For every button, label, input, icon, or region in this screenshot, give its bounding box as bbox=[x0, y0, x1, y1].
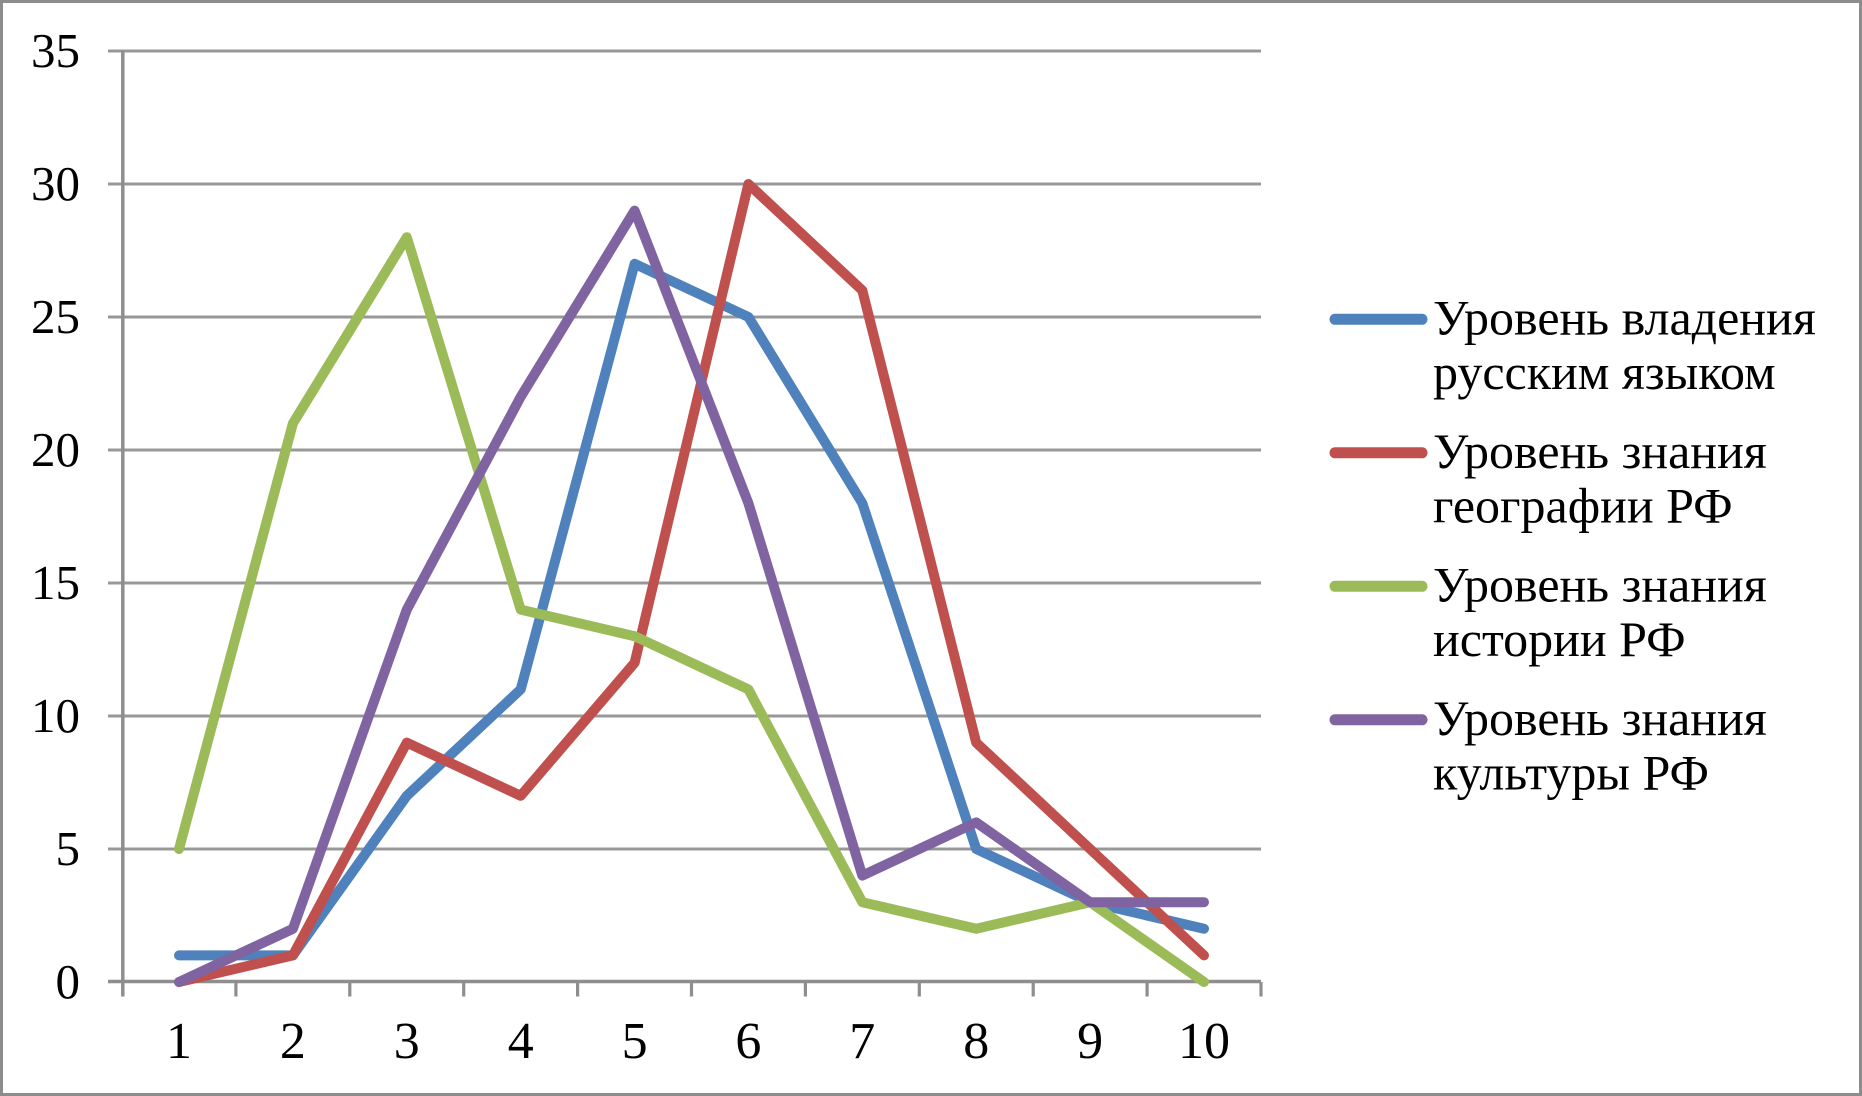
svg-text:5: 5 bbox=[56, 821, 81, 876]
svg-text:географии РФ: географии РФ bbox=[1433, 478, 1733, 534]
svg-text:Уровень знания: Уровень знания bbox=[1433, 557, 1767, 613]
svg-text:8: 8 bbox=[963, 1013, 989, 1070]
svg-text:30: 30 bbox=[31, 156, 80, 211]
svg-text:культуры РФ: культуры РФ bbox=[1433, 745, 1709, 801]
svg-text:9: 9 bbox=[1077, 1013, 1103, 1070]
svg-text:10: 10 bbox=[31, 688, 80, 743]
svg-text:5: 5 bbox=[622, 1013, 648, 1070]
svg-text:20: 20 bbox=[31, 422, 80, 477]
svg-text:4: 4 bbox=[508, 1013, 534, 1070]
svg-text:1: 1 bbox=[166, 1013, 192, 1070]
svg-text:Уровень владения: Уровень владения bbox=[1433, 290, 1816, 346]
svg-text:истории РФ: истории РФ bbox=[1433, 611, 1686, 667]
svg-text:0: 0 bbox=[56, 954, 81, 1009]
svg-text:Уровень знания: Уровень знания bbox=[1433, 423, 1767, 479]
svg-text:7: 7 bbox=[849, 1013, 875, 1070]
svg-text:15: 15 bbox=[31, 555, 80, 610]
svg-text:2: 2 bbox=[280, 1013, 306, 1070]
svg-text:10: 10 bbox=[1178, 1013, 1230, 1070]
svg-text:25: 25 bbox=[31, 289, 80, 344]
svg-text:Уровень знания: Уровень знания bbox=[1433, 690, 1767, 746]
svg-text:3: 3 bbox=[394, 1013, 420, 1070]
svg-text:35: 35 bbox=[31, 23, 80, 78]
svg-text:русским языком: русским языком bbox=[1433, 344, 1776, 400]
svg-text:6: 6 bbox=[735, 1013, 761, 1070]
